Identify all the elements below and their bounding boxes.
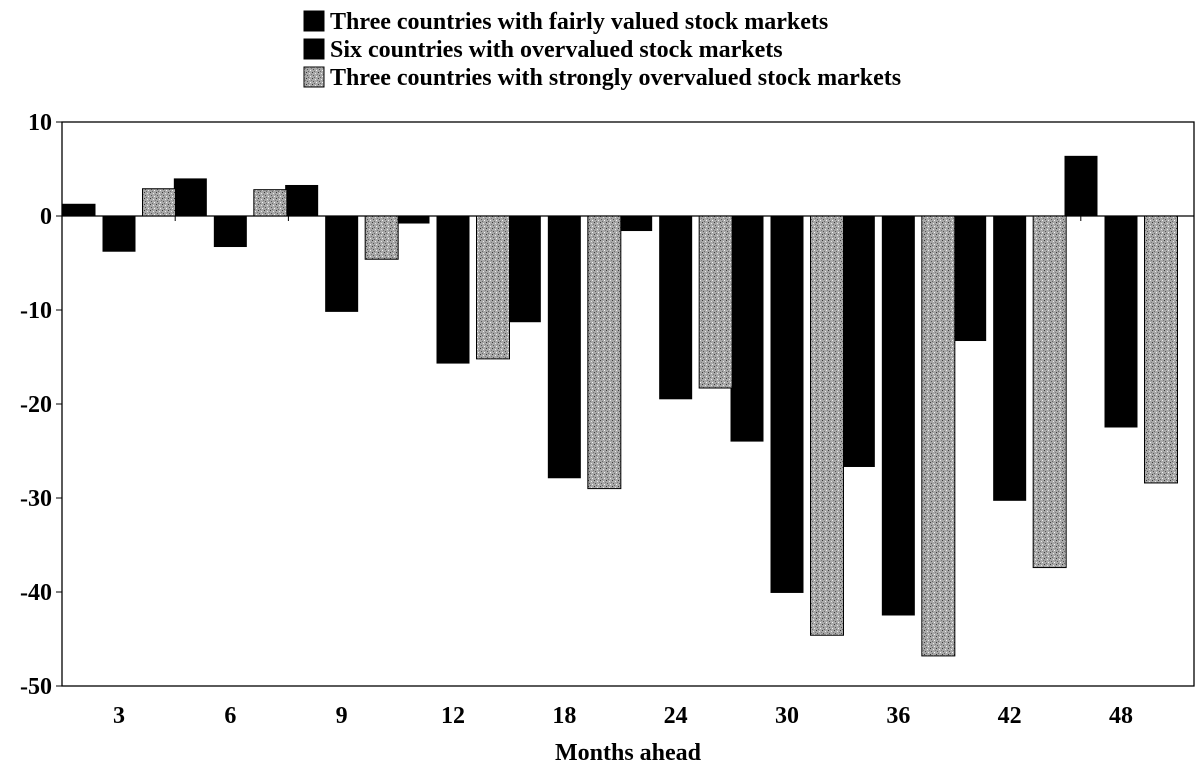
legend-swatch-1 [303,10,325,32]
bar-s1-9 [285,184,319,216]
bar-s3-9 [364,215,399,260]
x-axis-title: Months ahead [555,740,702,766]
bar-s2-42 [993,216,1027,501]
y-tick-label-10: 10 [28,110,52,136]
x-tick-label-42: 42 [998,703,1022,729]
bar-s3-48 [1144,215,1178,484]
y-axis: 10 0 -10 -20 -30 -40 -50 [20,110,62,700]
y-tick-label--20: -20 [20,392,52,418]
bar-s3-42 [1032,215,1067,569]
legend-swatch-3 [303,66,325,88]
bar-s1-6 [173,178,207,216]
y-tick-label--10: -10 [20,298,52,324]
x-tick-label-3: 3 [113,703,125,729]
legend-label-2: Six countries with overvalued stock mark… [330,37,783,63]
bar-s2-48 [1104,216,1138,428]
legend-label-1: Three countries with fairly valued stock… [330,9,828,35]
bar-s1-3 [62,203,96,216]
x-tick-label-36: 36 [886,703,910,729]
bar-s2-36 [881,216,915,616]
bar-s3-30 [810,215,844,636]
x-tick-label-12: 12 [441,703,465,729]
bar-s1-24 [619,216,653,232]
legend-label-3: Three countries with strongly overvalued… [330,65,901,91]
x-tick-label-24: 24 [664,703,688,729]
bar-s2-18 [547,216,581,479]
legend-swatch-2 [303,38,325,60]
bar-s3-12 [476,215,510,360]
bar-s2-24 [659,216,693,400]
bar-s2-12 [436,216,470,364]
bar-s3-3 [142,188,176,217]
x-tick-label-30: 30 [775,703,799,729]
bar-s2-9 [325,216,359,312]
x-tick-label-48: 48 [1109,703,1133,729]
bar-s1-30 [730,216,764,442]
bar-s1-18 [507,216,541,323]
y-tick-label--30: -30 [20,486,52,512]
y-tick-label--40: -40 [20,580,52,606]
bar-s3-18 [587,215,622,490]
bars [62,155,1178,657]
bar-s2-3 [102,216,136,252]
bar-s3-36 [921,215,956,657]
bar-s3-6 [253,189,288,217]
bar-s1-42 [953,216,987,342]
y-tick-label--50: -50 [20,674,52,700]
y-tick-label-0: 0 [40,204,52,230]
bar-s2-6 [213,216,247,248]
x-tick-label-6: 6 [224,703,236,729]
legend: Three countries with fairly valued stock… [303,9,901,91]
x-tick-label-18: 18 [552,703,576,729]
bar-s1-36 [841,216,875,467]
bar-s3-24 [698,215,733,389]
bar-s1-48 [1064,155,1098,216]
bar-s1-12 [396,216,430,224]
x-tick-label-9: 9 [336,703,348,729]
bar-s2-30 [770,216,804,593]
x-axis: 3 6 9 12 18 24 30 36 42 48 [61,216,1195,729]
